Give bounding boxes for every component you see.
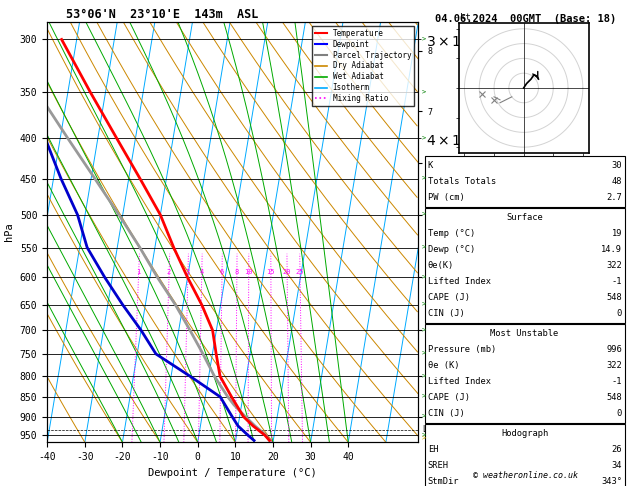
Text: >: > — [421, 244, 426, 250]
Text: EH: EH — [428, 445, 438, 454]
Text: PW (cm): PW (cm) — [428, 193, 464, 202]
Text: CIN (J): CIN (J) — [428, 409, 464, 418]
Text: 26: 26 — [611, 445, 622, 454]
Text: >: > — [421, 414, 426, 419]
Text: >: > — [421, 36, 426, 42]
Text: Lifted Index: Lifted Index — [428, 277, 491, 286]
Text: CIN (J): CIN (J) — [428, 309, 464, 318]
Text: Dewp (°C): Dewp (°C) — [428, 245, 475, 254]
Text: 30: 30 — [611, 161, 622, 170]
Text: >: > — [421, 351, 426, 357]
Text: 19: 19 — [611, 229, 622, 238]
Text: SREH: SREH — [428, 461, 448, 470]
Text: 343°: 343° — [601, 477, 622, 486]
Y-axis label: hPa: hPa — [4, 223, 14, 242]
Text: Lifted Index: Lifted Index — [428, 377, 491, 386]
Text: 322: 322 — [606, 261, 622, 270]
Text: 15: 15 — [267, 268, 275, 275]
Text: >: > — [421, 436, 426, 442]
Text: >: > — [421, 302, 426, 308]
Text: >: > — [421, 275, 426, 280]
Text: 20: 20 — [283, 268, 291, 275]
Text: 3: 3 — [186, 268, 190, 275]
Text: Mixing Ratio (g/kg): Mixing Ratio (g/kg) — [459, 185, 467, 279]
Text: >: > — [421, 432, 426, 438]
Text: >: > — [421, 212, 426, 218]
Text: θe (K): θe (K) — [428, 361, 459, 370]
Text: StmDir: StmDir — [428, 477, 459, 486]
X-axis label: Dewpoint / Temperature (°C): Dewpoint / Temperature (°C) — [148, 468, 317, 478]
Text: LCL: LCL — [423, 425, 437, 434]
Text: © weatheronline.co.uk: © weatheronline.co.uk — [473, 471, 577, 480]
Text: 2: 2 — [167, 268, 171, 275]
Text: 0: 0 — [617, 409, 622, 418]
Text: 34: 34 — [611, 461, 622, 470]
Text: 1: 1 — [136, 268, 141, 275]
Text: 548: 548 — [606, 293, 622, 302]
Text: 0: 0 — [617, 309, 622, 318]
Text: >: > — [421, 394, 426, 400]
Text: Most Unstable: Most Unstable — [491, 329, 559, 338]
Text: Surface: Surface — [506, 213, 543, 222]
Text: 14.9: 14.9 — [601, 245, 622, 254]
Text: >: > — [421, 135, 426, 141]
Text: CAPE (J): CAPE (J) — [428, 293, 470, 302]
Text: -1: -1 — [611, 377, 622, 386]
Text: 548: 548 — [606, 393, 622, 402]
Text: 4: 4 — [199, 268, 204, 275]
Text: >: > — [421, 89, 426, 95]
Text: Hodograph: Hodograph — [501, 429, 548, 438]
Text: K: K — [428, 161, 433, 170]
Text: Temp (°C): Temp (°C) — [428, 229, 475, 238]
Y-axis label: km
ASL: km ASL — [479, 224, 499, 240]
Text: -1: -1 — [611, 277, 622, 286]
Text: 996: 996 — [606, 345, 622, 354]
Text: 2.7: 2.7 — [606, 193, 622, 202]
Text: 53°06'N  23°10'E  143m  ASL: 53°06'N 23°10'E 143m ASL — [66, 8, 258, 21]
Text: 6: 6 — [220, 268, 224, 275]
Text: kt: kt — [460, 13, 470, 21]
Text: 322: 322 — [606, 361, 622, 370]
Legend: Temperature, Dewpoint, Parcel Trajectory, Dry Adiabat, Wet Adiabat, Isotherm, Mi: Temperature, Dewpoint, Parcel Trajectory… — [312, 26, 415, 106]
Text: CAPE (J): CAPE (J) — [428, 393, 470, 402]
Text: θe(K): θe(K) — [428, 261, 454, 270]
Text: 25: 25 — [296, 268, 304, 275]
Text: 10: 10 — [245, 268, 253, 275]
Text: >: > — [421, 327, 426, 333]
Text: 48: 48 — [611, 177, 622, 186]
Text: Totals Totals: Totals Totals — [428, 177, 496, 186]
Text: 04.06.2024  00GMT  (Base: 18): 04.06.2024 00GMT (Base: 18) — [435, 14, 616, 24]
Text: >: > — [421, 373, 426, 379]
Text: Pressure (mb): Pressure (mb) — [428, 345, 496, 354]
Text: 8: 8 — [235, 268, 239, 275]
Text: >: > — [421, 175, 426, 182]
